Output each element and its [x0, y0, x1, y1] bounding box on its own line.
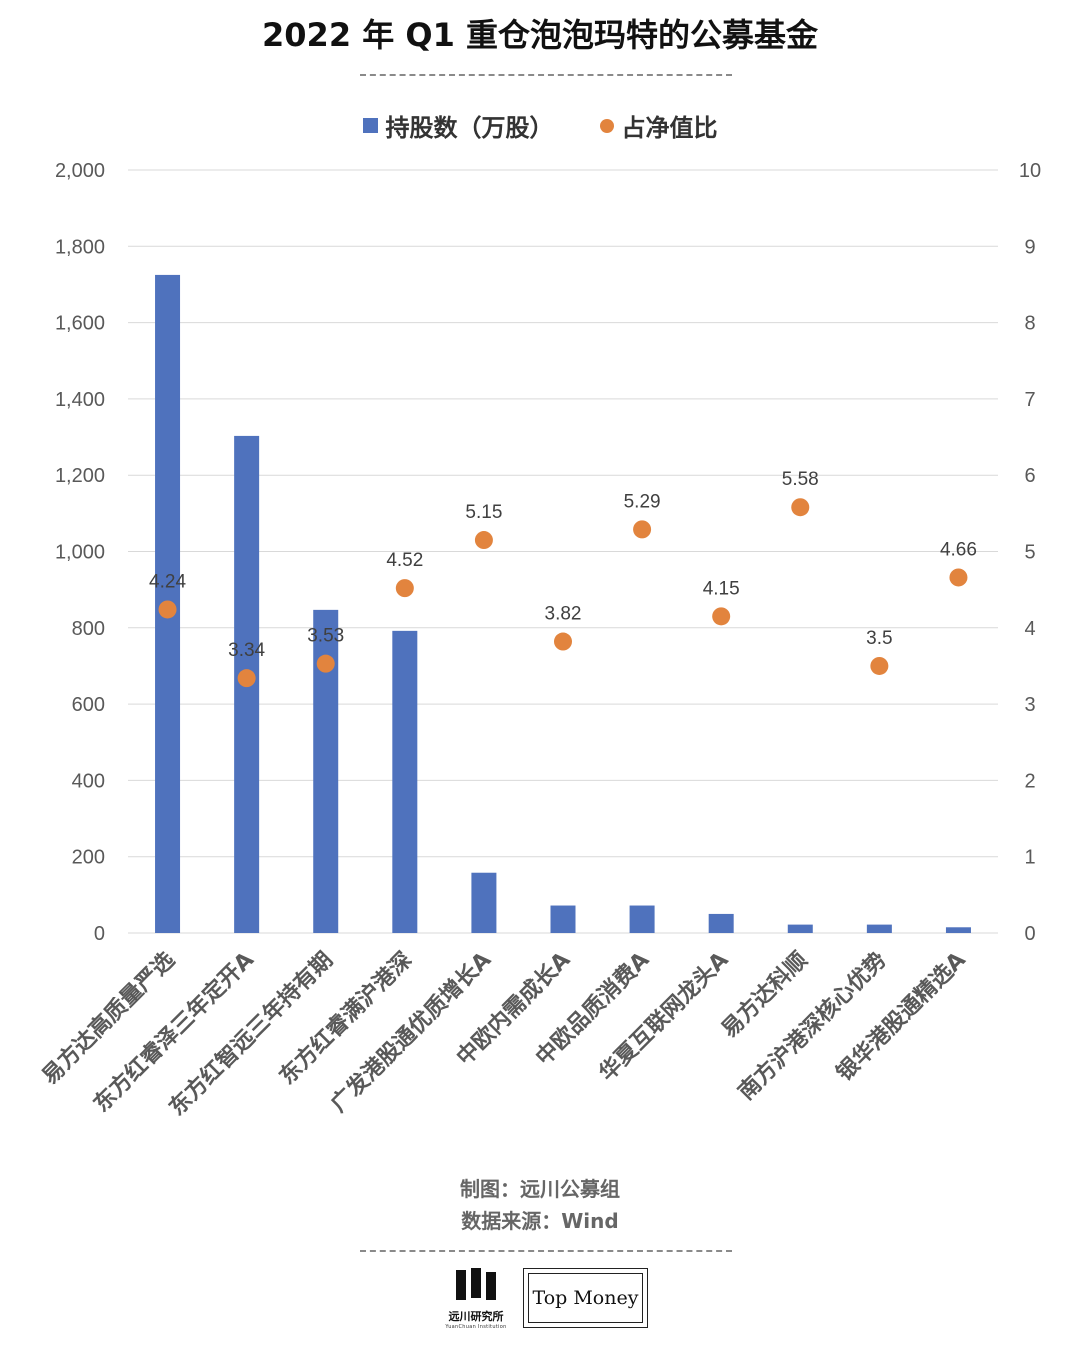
dot-data-label: 4.15 [703, 578, 740, 599]
bar [787, 924, 813, 933]
dot-point [712, 607, 731, 626]
legend-bar-label: 持股数（万股） [385, 114, 554, 142]
dot-point [791, 498, 810, 517]
y-left-tick-label: 2,000 [55, 160, 105, 182]
bar [550, 905, 576, 933]
bar [708, 913, 734, 933]
x-tick-label: 银华港股通精选A [831, 947, 970, 1086]
y-right-tick-label: 6 [1024, 465, 1035, 487]
y-left-tick-label: 1,000 [55, 542, 105, 564]
y-right-tick-label: 3 [1024, 694, 1035, 716]
combo-chart: 0 200 400 600 800 1,000 1,200 1,400 1,600 1,800 2,… [37, 160, 1041, 1121]
x-tick-label: 东方红睿满沪港深 [274, 947, 417, 1090]
topmoney-logo: Top Money [523, 1268, 648, 1328]
bar [945, 927, 971, 933]
bar [392, 630, 418, 933]
x-tick-label: 东方红睿泽三年定开A [88, 947, 258, 1117]
dot-data-label: 5.15 [465, 502, 502, 523]
dot-data-label: 4.24 [149, 571, 186, 592]
chart-title: 2022 年 Q1 重仓泡泡玛特的公募基金 [262, 16, 818, 54]
y-right-tick-label: 7 [1024, 389, 1035, 411]
dot-point [870, 656, 889, 675]
legend-bar-swatch [362, 118, 378, 133]
dot-point [316, 654, 335, 673]
dot-data-label: 3.34 [228, 640, 265, 661]
yuanchuan-name: 远川研究所 [448, 1310, 504, 1323]
dot-data-label: 5.29 [624, 491, 661, 512]
dot-data-label: 3.5 [866, 628, 892, 649]
topmoney-text: Top Money [528, 1273, 643, 1323]
y-left-tick-label: 1,800 [55, 236, 105, 258]
y-left-tick-label: 800 [72, 618, 105, 640]
footer-divider [360, 1250, 732, 1252]
dot-point [237, 669, 256, 688]
legend: 持股数（万股） 占净值比 [0, 108, 1080, 143]
x-tick-label: 广发港股通优质增长A [326, 947, 496, 1117]
dot-data-label: 3.53 [307, 626, 344, 647]
dot-point [158, 600, 177, 619]
y-right-tick-label: 4 [1024, 618, 1035, 640]
y-left-tick-label: 1,600 [55, 313, 105, 335]
legend-item-dot: 占净值比 [599, 108, 718, 143]
x-tick-label: 南方沪港深核心优势 [733, 947, 891, 1105]
y-left-tick-label: 400 [72, 770, 105, 792]
legend-dot-label: 占净值比 [621, 114, 718, 142]
title-divider [360, 74, 732, 76]
legend-dot-swatch [599, 118, 614, 133]
y-right-tick-label: 8 [1024, 313, 1035, 335]
bar [629, 905, 655, 933]
x-tick-label: 易方达高质量严选 [37, 947, 180, 1090]
bar [471, 872, 497, 933]
yuanchuan-sub: YuanChuan Institution [445, 1324, 507, 1330]
yuanchuan-logo: 远川研究所 YuanChuan Institution [440, 1266, 512, 1332]
x-tick-label: 华夏互联网龙头A [594, 947, 733, 1086]
y-left-tick-label: 1,400 [55, 389, 105, 411]
y-left-tick-label: 1,200 [55, 465, 105, 487]
y-right-tick-label: 1 [1024, 847, 1035, 869]
dot-point [395, 579, 414, 598]
y-right-tick-label: 9 [1024, 236, 1035, 258]
dot-point [554, 632, 572, 651]
credit-made-by: 制图：远川公募组 [460, 1177, 620, 1201]
y-left-tick-label: 0 [94, 923, 105, 945]
y-left-tick-label: 200 [72, 847, 105, 869]
y-right-tick-label: 5 [1024, 542, 1035, 564]
y-right-tick-label: 10 [1019, 160, 1041, 182]
dot-data-label: 5.58 [782, 469, 819, 490]
credit-source: 数据来源：Wind [461, 1209, 619, 1233]
dot-data-label: 3.82 [545, 604, 582, 625]
dot-point [633, 520, 652, 539]
dot-data-label: 4.66 [940, 539, 977, 560]
legend-item-bar: 持股数（万股） [362, 108, 554, 143]
dot-point [949, 568, 968, 587]
y-right-tick-label: 2 [1024, 770, 1035, 792]
bar [866, 924, 892, 933]
dot-point [474, 531, 493, 550]
y-left-tick-label: 600 [72, 694, 105, 716]
yuanchuan-mark-icon [456, 1268, 496, 1300]
dot-data-label: 4.52 [386, 550, 423, 571]
y-right-tick-label: 0 [1024, 923, 1035, 945]
